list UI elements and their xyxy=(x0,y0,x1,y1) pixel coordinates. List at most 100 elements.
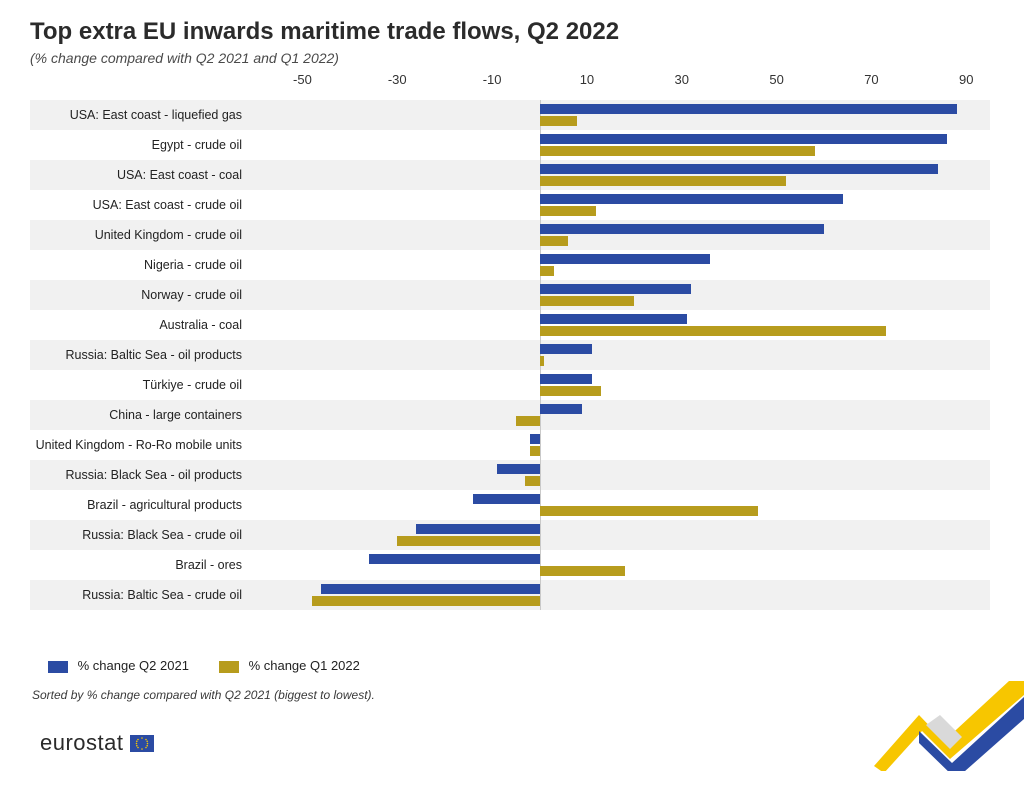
bar-s1 xyxy=(540,104,957,114)
x-tick: -30 xyxy=(388,72,407,87)
row-label: Brazil - ores xyxy=(30,550,248,580)
bar-s1 xyxy=(321,584,539,594)
bar-area xyxy=(255,400,990,430)
bar-s2 xyxy=(525,476,539,486)
bar-s2 xyxy=(540,296,635,306)
decorative-chevron-icon xyxy=(864,681,1024,771)
bar-area xyxy=(255,130,990,160)
bar-area xyxy=(255,460,990,490)
row-label: USA: East coast - liquefied gas xyxy=(30,100,248,130)
bar-area xyxy=(255,490,990,520)
chart-row: Brazil - ores xyxy=(30,550,990,580)
chart-row: USA: East coast - liquefied gas xyxy=(30,100,990,130)
bar-s1 xyxy=(540,254,711,264)
bar-area xyxy=(255,160,990,190)
bar-area xyxy=(255,520,990,550)
bar-s2 xyxy=(540,176,787,186)
bar-area xyxy=(255,310,990,340)
logo-text: eurostat xyxy=(40,730,124,756)
row-label: China - large containers xyxy=(30,400,248,430)
chart-row: USA: East coast - crude oil xyxy=(30,190,990,220)
bar-area xyxy=(255,550,990,580)
x-tick: 30 xyxy=(675,72,689,87)
plot-area: USA: East coast - liquefied gasEgypt - c… xyxy=(30,100,990,652)
x-tick: -10 xyxy=(483,72,502,87)
bar-area xyxy=(255,100,990,130)
chart-row: Russia: Black Sea - crude oil xyxy=(30,520,990,550)
bar-s1 xyxy=(473,494,539,504)
bar-s1 xyxy=(530,434,539,444)
bar-s1 xyxy=(540,374,592,384)
chart-row: Türkiye - crude oil xyxy=(30,370,990,400)
chart-row: Russia: Baltic Sea - oil products xyxy=(30,340,990,370)
bar-s2 xyxy=(312,596,540,606)
bar-s1 xyxy=(540,134,948,144)
row-label: Egypt - crude oil xyxy=(30,130,248,160)
bar-s1 xyxy=(540,194,843,204)
row-label: United Kingdom - crude oil xyxy=(30,220,248,250)
bar-s1 xyxy=(497,464,540,474)
row-label: Brazil - agricultural products xyxy=(30,490,248,520)
chart-row: Norway - crude oil xyxy=(30,280,990,310)
bar-s2 xyxy=(540,326,886,336)
chart-container: -50-30-101030507090 USA: East coast - li… xyxy=(30,72,990,652)
chart-row: Russia: Baltic Sea - crude oil xyxy=(30,580,990,610)
x-tick: 50 xyxy=(769,72,783,87)
bar-s1 xyxy=(540,344,592,354)
chart-row: USA: East coast - coal xyxy=(30,160,990,190)
chart-row: China - large containers xyxy=(30,400,990,430)
legend-label-s2: % change Q1 2022 xyxy=(249,658,360,673)
zero-line xyxy=(540,430,541,460)
bar-s2 xyxy=(540,116,578,126)
bar-s1 xyxy=(540,164,938,174)
bar-s2 xyxy=(540,386,602,396)
row-label: Russia: Baltic Sea - crude oil xyxy=(30,580,248,610)
bar-s1 xyxy=(540,224,825,234)
chart-subtitle: (% change compared with Q2 2021 and Q1 2… xyxy=(0,46,1024,66)
bar-area xyxy=(255,580,990,610)
bar-s2 xyxy=(516,416,540,426)
row-label: USA: East coast - crude oil xyxy=(30,190,248,220)
bar-s1 xyxy=(416,524,539,534)
row-label: Nigeria - crude oil xyxy=(30,250,248,280)
legend: % change Q2 2021 % change Q1 2022 xyxy=(48,658,360,673)
bar-s2 xyxy=(540,146,815,156)
page-root: Top extra EU inwards maritime trade flow… xyxy=(0,0,1024,789)
row-label: Russia: Baltic Sea - oil products xyxy=(30,340,248,370)
bar-s1 xyxy=(540,284,692,294)
legend-swatch-s1 xyxy=(48,661,68,673)
row-label: Russia: Black Sea - crude oil xyxy=(30,520,248,550)
chart-row: Nigeria - crude oil xyxy=(30,250,990,280)
legend-item-s2: % change Q1 2022 xyxy=(219,658,360,673)
legend-item-s1: % change Q2 2021 xyxy=(48,658,189,673)
footnote: Sorted by % change compared with Q2 2021… xyxy=(32,688,375,702)
eu-flag-icon xyxy=(130,735,154,752)
bar-s2 xyxy=(540,506,758,516)
bar-area xyxy=(255,190,990,220)
row-label: Norway - crude oil xyxy=(30,280,248,310)
bar-area xyxy=(255,340,990,370)
bar-s2 xyxy=(540,356,545,366)
bar-area xyxy=(255,220,990,250)
chart-row: Egypt - crude oil xyxy=(30,130,990,160)
chart-row: United Kingdom - crude oil xyxy=(30,220,990,250)
bar-s2 xyxy=(397,536,539,546)
x-tick: -50 xyxy=(293,72,312,87)
legend-swatch-s2 xyxy=(219,661,239,673)
bar-s1 xyxy=(540,314,687,324)
row-label: USA: East coast - coal xyxy=(30,160,248,190)
bar-s2 xyxy=(530,446,539,456)
bar-s2 xyxy=(540,566,625,576)
zero-line xyxy=(540,520,541,550)
eurostat-logo: eurostat xyxy=(40,730,154,756)
x-tick: 90 xyxy=(959,72,973,87)
row-label: Australia - coal xyxy=(30,310,248,340)
zero-line xyxy=(540,580,541,610)
chart-row: Russia: Black Sea - oil products xyxy=(30,460,990,490)
chart-title: Top extra EU inwards maritime trade flow… xyxy=(0,0,1024,46)
row-label: United Kingdom - Ro-Ro mobile units xyxy=(30,430,248,460)
row-label: Türkiye - crude oil xyxy=(30,370,248,400)
legend-label-s1: % change Q2 2021 xyxy=(78,658,189,673)
x-tick: 70 xyxy=(864,72,878,87)
chart-row: Australia - coal xyxy=(30,310,990,340)
